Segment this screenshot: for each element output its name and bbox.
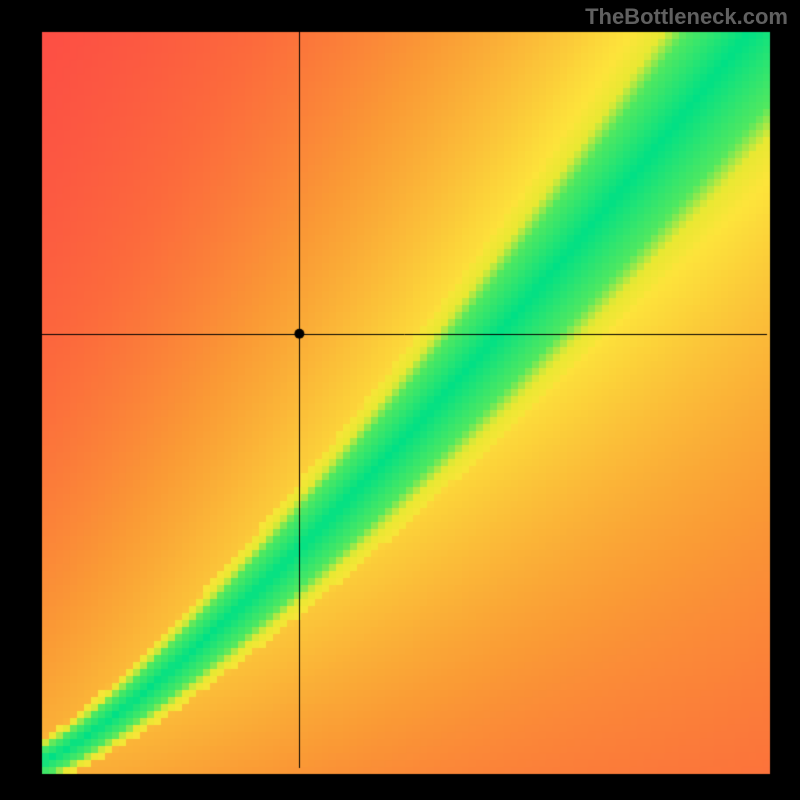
- chart-container: TheBottleneck.com: [0, 0, 800, 800]
- bottleneck-heatmap: [0, 0, 800, 800]
- attribution-text: TheBottleneck.com: [585, 4, 788, 30]
